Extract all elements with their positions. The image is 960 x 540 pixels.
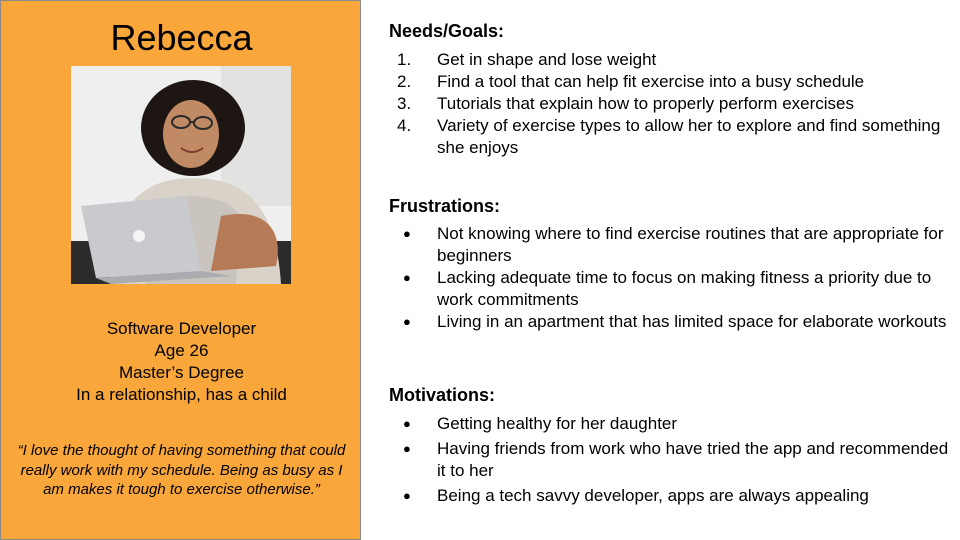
list-item: 3. Tutorials that explain how to properly… bbox=[389, 93, 949, 115]
bullet-icon: ● bbox=[403, 441, 411, 456]
list-item-text: Tutorials that explain how to properly p… bbox=[437, 94, 854, 113]
persona-photo bbox=[71, 66, 291, 284]
list-item: 2. Find a tool that can help fit exercise… bbox=[389, 71, 949, 93]
list-item-text: Living in an apartment that has limited … bbox=[437, 312, 947, 331]
list-number: 3. bbox=[397, 94, 412, 113]
persona-occupation: Software Developer bbox=[106, 319, 257, 338]
needs-goals-heading: Needs/Goals: bbox=[389, 21, 505, 41]
frustrations-heading: Frustrations: bbox=[389, 196, 501, 216]
persona-age: Age 26 bbox=[154, 341, 209, 360]
list-number: 1. bbox=[397, 50, 412, 69]
list-item-text: Variety of exercise types to allow her t… bbox=[437, 116, 941, 157]
list-item: ● Getting healthy for her daughter bbox=[389, 413, 949, 435]
list-item: 4. Variety of exercise types to allow her… bbox=[389, 115, 949, 159]
list-item-text: Find a tool that can help fit exercise i… bbox=[437, 72, 865, 91]
bullet-icon: ● bbox=[403, 270, 411, 285]
list-item-text: Getting healthy for her daughter bbox=[437, 414, 678, 433]
list-item: 1. Get in shape and lose weight bbox=[389, 49, 949, 71]
persona-card: Rebecca Software Developer Age bbox=[0, 0, 361, 540]
list-item-text: Get in shape and lose weight bbox=[437, 50, 657, 69]
list-number: 2. bbox=[397, 72, 412, 91]
persona-quote: “I love the thought of having something … bbox=[17, 442, 346, 498]
list-item: ● Having friends from work who have tried… bbox=[389, 438, 949, 482]
bullet-icon: ● bbox=[403, 416, 411, 431]
bullet-icon: ● bbox=[403, 226, 411, 241]
list-item: ● Being a tech savvy developer, apps are … bbox=[389, 485, 949, 507]
persona-name: Rebecca bbox=[110, 17, 253, 58]
bullet-icon: ● bbox=[403, 314, 411, 329]
list-item: ● Living in an apartment that has limited… bbox=[389, 311, 949, 333]
list-item-text: Lacking adequate time to focus on making… bbox=[437, 268, 932, 309]
persona-relationship: In a relationship, has a child bbox=[76, 385, 287, 404]
list-item-text: Having friends from work who have tried … bbox=[437, 439, 949, 480]
frustrations-list: ● Not knowing where to find exercise rout… bbox=[389, 223, 949, 333]
list-number: 4. bbox=[397, 116, 412, 135]
needs-goals-list: 1. Get in shape and lose weight 2. Find a … bbox=[389, 49, 949, 159]
list-item: ● Lacking adequate time to focus on makin… bbox=[389, 267, 949, 311]
motivations-list: ● Getting healthy for her daughter ● Havin… bbox=[389, 413, 949, 507]
persona-attributes: Needs/Goals: 1. Get in shape and lose wei… bbox=[389, 0, 949, 540]
motivations-heading: Motivations: bbox=[389, 385, 495, 405]
list-item-text: Being a tech savvy developer, apps are a… bbox=[437, 486, 869, 505]
persona-details: Software Developer Age 26 Master’s Degre… bbox=[1, 318, 362, 406]
bullet-icon: ● bbox=[403, 488, 411, 503]
list-item: ● Not knowing where to find exercise rout… bbox=[389, 223, 949, 267]
persona-education: Master’s Degree bbox=[118, 363, 245, 382]
list-item-text: Not knowing where to find exercise routi… bbox=[437, 224, 944, 265]
